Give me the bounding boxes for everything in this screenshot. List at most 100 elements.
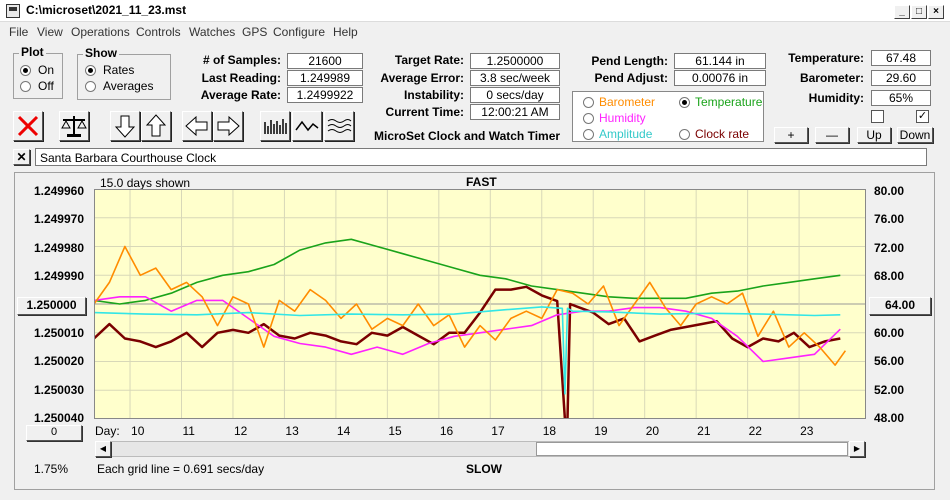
bars-icon xyxy=(264,119,287,134)
x-tick-label: 23 xyxy=(800,424,814,438)
y-right-tick-3: 68.00 xyxy=(874,269,905,283)
sensor-clockrate-radio[interactable] xyxy=(679,129,690,140)
current-time-field: 12:00:21 AM xyxy=(470,104,560,120)
up-button[interactable]: Up xyxy=(857,127,891,143)
menu-view[interactable]: View xyxy=(37,25,63,39)
plus-button[interactable]: + xyxy=(774,127,808,143)
barometer-label: Barometer: xyxy=(799,71,864,85)
menu-operations[interactable]: Operations xyxy=(71,25,130,39)
clear-button[interactable] xyxy=(13,111,43,141)
scroll-up-button[interactable] xyxy=(141,111,171,141)
plot-on-radio[interactable] xyxy=(20,65,31,76)
samples-field: 21600 xyxy=(287,53,363,69)
menu-controls[interactable]: Controls xyxy=(136,25,181,39)
minimize-icon[interactable]: _ xyxy=(894,5,910,19)
scroll-left-button[interactable] xyxy=(182,111,212,141)
y-right-tick-2: 72.00 xyxy=(874,241,905,255)
days-shown-label: 15.0 days shown xyxy=(100,176,191,190)
center-sensor-button[interactable]: 64.00 xyxy=(869,297,931,315)
x-tick-label: 17 xyxy=(491,424,505,438)
maximize-icon[interactable]: □ xyxy=(911,5,927,19)
sensor-select-box xyxy=(572,91,764,142)
y-left-tick-6: 1.250020 xyxy=(33,354,84,368)
show-rates-radio[interactable] xyxy=(85,65,96,76)
show-averages-label: Averages xyxy=(103,79,154,93)
pend-length-label: Pend Length: xyxy=(591,54,668,68)
y-right-tick-8: 48.00 xyxy=(874,411,905,425)
series-line-clock-rate xyxy=(94,285,841,419)
x-tick-label: 22 xyxy=(748,424,762,438)
menu-gps[interactable]: GPS xyxy=(242,25,268,39)
sensor-humidity-radio[interactable] xyxy=(583,113,594,124)
scroll-right-button[interactable] xyxy=(213,111,243,141)
y-left-tick-3: 1.249990 xyxy=(33,269,84,283)
plot-off-label: Off xyxy=(38,79,54,93)
multi-wave-icon xyxy=(327,119,352,133)
x-tick-label: 10 xyxy=(131,424,145,438)
y-left-tick-1: 1.249970 xyxy=(33,212,84,226)
left-arrow-icon xyxy=(185,115,208,137)
option-checkbox-1[interactable] xyxy=(871,110,884,123)
samples-label: # of Samples: xyxy=(202,53,281,67)
zero-button[interactable]: 0 xyxy=(26,425,82,441)
center-rate-button[interactable]: 1.250000 xyxy=(17,297,86,315)
menu-watches[interactable]: Watches xyxy=(189,25,236,39)
y-left-tick-8: 1.250040 xyxy=(33,411,84,425)
menu-configure[interactable]: Configure xyxy=(273,25,326,39)
y-left-tick-5: 1.250010 xyxy=(33,326,84,340)
scrollbar-thumb[interactable] xyxy=(536,442,848,456)
sensor-temperature-label: Temperature xyxy=(695,95,763,109)
x-tick-label: 15 xyxy=(388,424,402,438)
last-reading-field: 1.249989 xyxy=(287,70,363,86)
x-tick-label: 11 xyxy=(182,424,195,438)
multi-wave-button[interactable] xyxy=(324,111,354,141)
menu-file[interactable]: File xyxy=(9,25,29,39)
x-axis-labels: 10 11 12 13 14 15 16 17 18 19 20 21 22 23 xyxy=(94,424,866,438)
y-right-tick-5: 60.00 xyxy=(874,326,905,340)
average-error-label: Average Error: xyxy=(380,71,464,85)
plot-border xyxy=(94,189,866,419)
average-rate-label: Average Rate: xyxy=(200,88,281,102)
sensor-amplitude-radio[interactable] xyxy=(583,129,594,140)
sensor-amplitude-label: Amplitude xyxy=(599,127,653,141)
y-right-tick-1: 76.00 xyxy=(874,212,905,226)
instability-label: Instability: xyxy=(403,88,464,102)
temperature-field: 67.48 xyxy=(871,50,931,66)
calibrate-button[interactable] xyxy=(59,111,89,141)
option-checkbox-2[interactable]: ✓ xyxy=(916,110,929,123)
y-right-tick-7: 52.00 xyxy=(874,383,905,397)
show-rates-label: Rates xyxy=(103,63,135,77)
menu-help[interactable]: Help xyxy=(333,25,358,39)
slow-label: SLOW xyxy=(466,462,502,476)
temperature-label: Temperature: xyxy=(788,51,864,65)
sensor-barometer-radio[interactable] xyxy=(583,97,594,108)
scroll-right-arrow[interactable]: ▶ xyxy=(849,441,865,457)
show-averages-radio[interactable] xyxy=(85,81,96,92)
chart-panel xyxy=(14,172,935,490)
y-right-tick-6: 56.00 xyxy=(874,354,905,368)
x-tick-label: 16 xyxy=(439,424,454,438)
close-clock-button[interactable]: ✕ xyxy=(13,149,30,165)
plot-group-title: Plot xyxy=(19,45,46,59)
close-icon[interactable]: × xyxy=(928,5,944,19)
minus-button[interactable]: — xyxy=(815,127,849,143)
sensor-temperature-radio[interactable] xyxy=(679,97,690,108)
plot-off-radio[interactable] xyxy=(20,81,31,92)
balance-scale-icon xyxy=(61,116,87,137)
x-tick-label: 13 xyxy=(285,424,299,438)
series-line-humidity xyxy=(94,296,841,363)
scroll-down-button[interactable] xyxy=(110,111,140,141)
down-button[interactable]: Down xyxy=(897,127,933,143)
x-tick-label: 14 xyxy=(336,424,351,438)
clock-name-input[interactable]: Santa Barbara Courthouse Clock xyxy=(35,148,927,166)
app-icon[interactable] xyxy=(6,4,20,18)
scroll-left-arrow[interactable]: ◀ xyxy=(95,441,111,457)
barometer-field: 29.60 xyxy=(871,70,931,86)
raw-view-button[interactable] xyxy=(260,111,290,141)
average-error-field: 3.8 sec/week xyxy=(470,70,560,86)
window-title: C:\microset\2021_11_23.mst xyxy=(26,3,187,17)
y-left-tick-2: 1.249980 xyxy=(33,241,84,255)
target-rate-field: 1.2500000 xyxy=(470,53,560,69)
x-tick-label: 21 xyxy=(697,424,711,438)
smooth-view-button[interactable] xyxy=(292,111,322,141)
